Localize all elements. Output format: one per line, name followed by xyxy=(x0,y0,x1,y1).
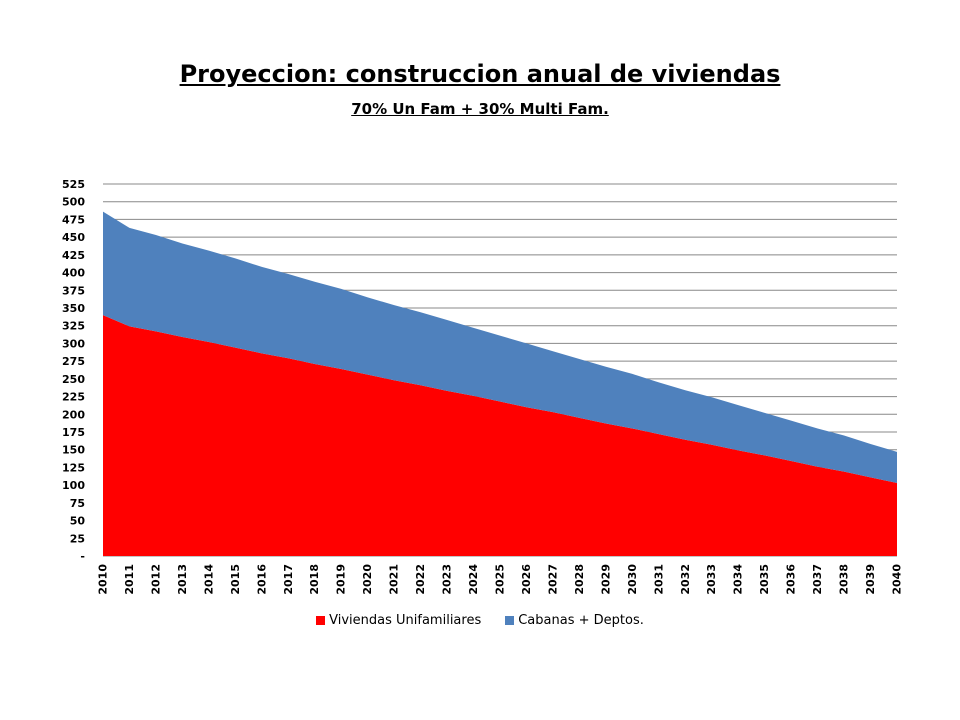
y-tick-label: 325 xyxy=(62,320,85,333)
y-tick-label: 450 xyxy=(62,231,85,244)
y-axis-labels: - 25 50 75 100 125 150 175 200 225 250 275 300 325 350… xyxy=(62,178,85,563)
x-tick-label: 2037 xyxy=(811,564,824,595)
x-tick-label: 2015 xyxy=(229,564,242,595)
x-tick-label: 2028 xyxy=(573,564,586,595)
x-tick-label: 2010 xyxy=(97,564,110,595)
y-tick-label: 375 xyxy=(62,284,85,297)
legend-label-unifamiliares: Viviendas Unifamiliares xyxy=(329,613,482,628)
y-tick-label: 50 xyxy=(70,515,86,528)
series-area-cabanas xyxy=(103,211,897,484)
y-tick-label: 525 xyxy=(62,178,85,191)
y-tick-label: 75 xyxy=(70,497,85,510)
x-tick-label: 2027 xyxy=(546,564,559,595)
x-tick-label: 2031 xyxy=(652,564,665,595)
x-tick-label: 2019 xyxy=(335,564,348,595)
x-tick-label: 2023 xyxy=(441,564,454,595)
x-tick-label: 2030 xyxy=(626,564,639,595)
x-tick-label: 2025 xyxy=(494,564,507,595)
y-tick-label: 100 xyxy=(62,479,85,492)
y-tick-label: 425 xyxy=(62,249,85,262)
y-tick-label: 400 xyxy=(62,267,85,280)
x-axis-labels: 2010 2011 2012 2013 2014 2015 2016 2017 2018 2019… xyxy=(97,564,904,595)
x-tick-label: 2011 xyxy=(123,564,136,595)
legend-swatch-cabanas xyxy=(505,616,515,625)
x-tick-label: 2033 xyxy=(705,564,718,595)
x-tick-label: 2020 xyxy=(361,564,374,595)
x-tick-label: 2029 xyxy=(599,564,612,595)
series-area-unifamiliares xyxy=(103,315,897,556)
x-tick-label: 2017 xyxy=(282,564,295,595)
x-tick-label: 2024 xyxy=(467,564,480,595)
x-tick-label: 2012 xyxy=(149,564,162,595)
x-tick-label: 2035 xyxy=(758,564,771,595)
series-areas xyxy=(103,211,897,556)
y-tick-label: 225 xyxy=(62,391,85,404)
x-tick-label: 2026 xyxy=(520,564,533,595)
x-tick-label: 2038 xyxy=(838,564,851,595)
chart-title: Proyeccion: construccion anual de vivien… xyxy=(179,60,781,88)
x-tick-label: 2013 xyxy=(176,564,189,595)
y-tick-label: 250 xyxy=(62,373,85,386)
x-tick-label: 2021 xyxy=(388,564,401,595)
y-tick-label: 125 xyxy=(62,461,85,474)
y-tick-label: 475 xyxy=(62,213,85,226)
y-tick-label: 25 xyxy=(70,532,85,545)
legend: Viviendas Unifamiliares Cabanas + Deptos… xyxy=(0,613,960,628)
y-tick-label: 150 xyxy=(62,444,85,457)
chart-subtitle: 70% Un Fam + 30% Multi Fam. xyxy=(351,100,609,118)
x-tick-label: 2034 xyxy=(732,564,745,595)
x-tick-label: 2018 xyxy=(308,564,321,595)
x-tick-label: 2016 xyxy=(255,564,268,595)
x-tick-label: 2036 xyxy=(785,564,798,595)
x-tick-label: 2032 xyxy=(679,564,692,595)
y-tick-label: 500 xyxy=(62,196,85,209)
y-tick-label: 350 xyxy=(62,302,85,315)
x-tick-label: 2022 xyxy=(414,564,427,595)
y-tick-label: 200 xyxy=(62,408,85,421)
y-tick-label: 275 xyxy=(62,355,85,368)
y-tick-label: 175 xyxy=(62,426,85,439)
x-tick-label: 2014 xyxy=(202,564,215,595)
y-tick-label: 300 xyxy=(62,337,85,350)
legend-label-cabanas: Cabanas + Deptos. xyxy=(518,613,644,628)
x-tick-label: 2040 xyxy=(891,564,904,595)
legend-item-unifamiliares: Viviendas Unifamiliares xyxy=(316,613,481,628)
x-tick-label: 2039 xyxy=(864,564,877,595)
legend-item-cabanas: Cabanas + Deptos. xyxy=(505,613,644,628)
legend-swatch-unifamiliares xyxy=(316,616,326,625)
y-tick-label: - xyxy=(80,550,85,563)
